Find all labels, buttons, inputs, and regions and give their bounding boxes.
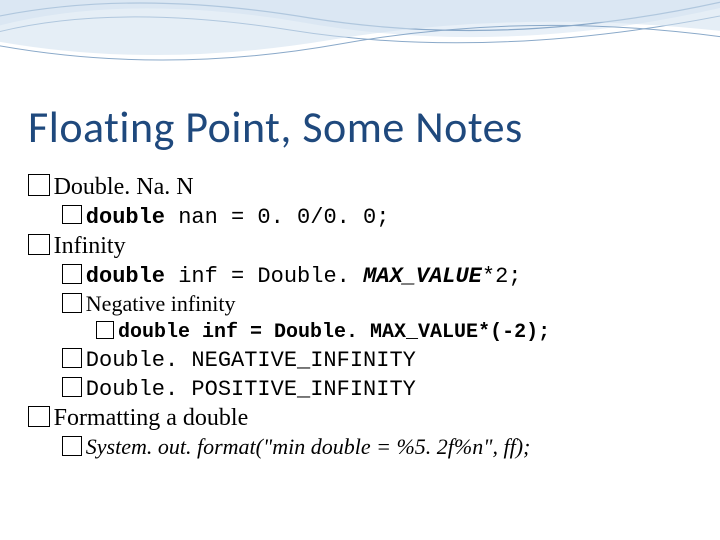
- text-formatting: Formatting a double: [54, 405, 249, 432]
- code-neg-const: Double. NEGATIVE_INFINITY: [86, 348, 416, 373]
- code-format: System. out. format("min double = %5. 2f…: [86, 434, 531, 460]
- bullet-inf-code: double inf = Double. MAX_VALUE*2;: [62, 262, 692, 289]
- bullet-neg-inf-code: double inf = Double. MAX_VALUE*(-2);: [96, 319, 692, 344]
- bullet-neg-const: Double. NEGATIVE_INFINITY: [62, 346, 692, 373]
- bullet-box-icon: [62, 293, 82, 313]
- bullet-neg-infinity: Negative infinity: [62, 291, 692, 317]
- code-inf: double inf = Double. MAX_VALUE*2;: [86, 262, 522, 289]
- bullet-box-icon: [62, 348, 82, 368]
- bullet-box-icon: [62, 264, 82, 284]
- text-double-nan: Double. Na. N: [54, 174, 194, 201]
- text-neg-infinity: Negative infinity: [86, 291, 236, 317]
- code-nan: double nan = 0. 0/0. 0;: [86, 203, 390, 230]
- bullet-box-icon: [62, 436, 82, 456]
- code-neg-inf: double inf = Double. MAX_VALUE*(-2);: [118, 320, 550, 344]
- bullet-box-icon: [62, 205, 82, 225]
- bullet-box-icon: [28, 234, 50, 256]
- slide-title: Floating Point, Some Notes: [28, 100, 692, 154]
- bullet-format-code: System. out. format("min double = %5. 2f…: [62, 434, 692, 460]
- bullet-formatting: Formatting a double: [28, 404, 692, 433]
- bullet-box-icon: [96, 321, 114, 339]
- code-pos-const: Double. POSITIVE_INFINITY: [86, 377, 416, 402]
- slide-content: Floating Point, Some Notes Double. Na. N…: [28, 100, 692, 462]
- text-infinity: Infinity: [54, 233, 126, 260]
- bullet-pos-const: Double. POSITIVE_INFINITY: [62, 375, 692, 402]
- bullet-box-icon: [28, 406, 50, 428]
- bullet-box-icon: [62, 377, 82, 397]
- bullet-nan-code: double nan = 0. 0/0. 0;: [62, 203, 692, 230]
- bullet-box-icon: [28, 174, 50, 196]
- bullet-infinity: Infinity: [28, 232, 692, 261]
- bullet-double-nan: Double. Na. N: [28, 172, 692, 201]
